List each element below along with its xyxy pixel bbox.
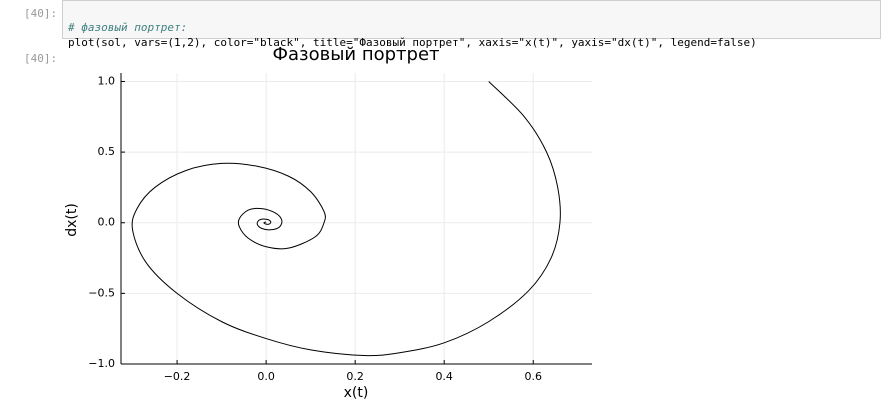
phase-curve <box>131 81 561 357</box>
code-line: plot(sol, vars=(1,2), color="black", tit… <box>68 36 757 49</box>
output-prompt: [40]: <box>24 52 58 65</box>
y-axis-label: dx(t) <box>64 203 80 237</box>
y-tick-label: −1.0 <box>88 357 115 370</box>
x-tick-label: 0.4 <box>435 370 453 383</box>
y-tick-label: −0.5 <box>88 286 115 299</box>
x-tick-label: −0.2 <box>164 370 191 383</box>
code-cell[interactable]: # фазовый портрет: plot(sol, vars=(1,2), … <box>62 0 881 49</box>
x-tick-label: 0.0 <box>257 370 275 383</box>
y-tick-label: 1.0 <box>98 74 116 87</box>
input-prompt: [40]: <box>24 7 58 20</box>
x-tick-label: 0.2 <box>346 370 364 383</box>
x-axis-label: x(t) <box>344 385 369 401</box>
chart-title: Фазовый портрет <box>272 44 439 65</box>
code-comment: # фазовый портрет: <box>68 21 188 34</box>
y-tick-label: 0.5 <box>98 145 116 158</box>
x-tick-label: 0.6 <box>524 370 542 383</box>
y-tick-label: 0.0 <box>98 216 116 229</box>
